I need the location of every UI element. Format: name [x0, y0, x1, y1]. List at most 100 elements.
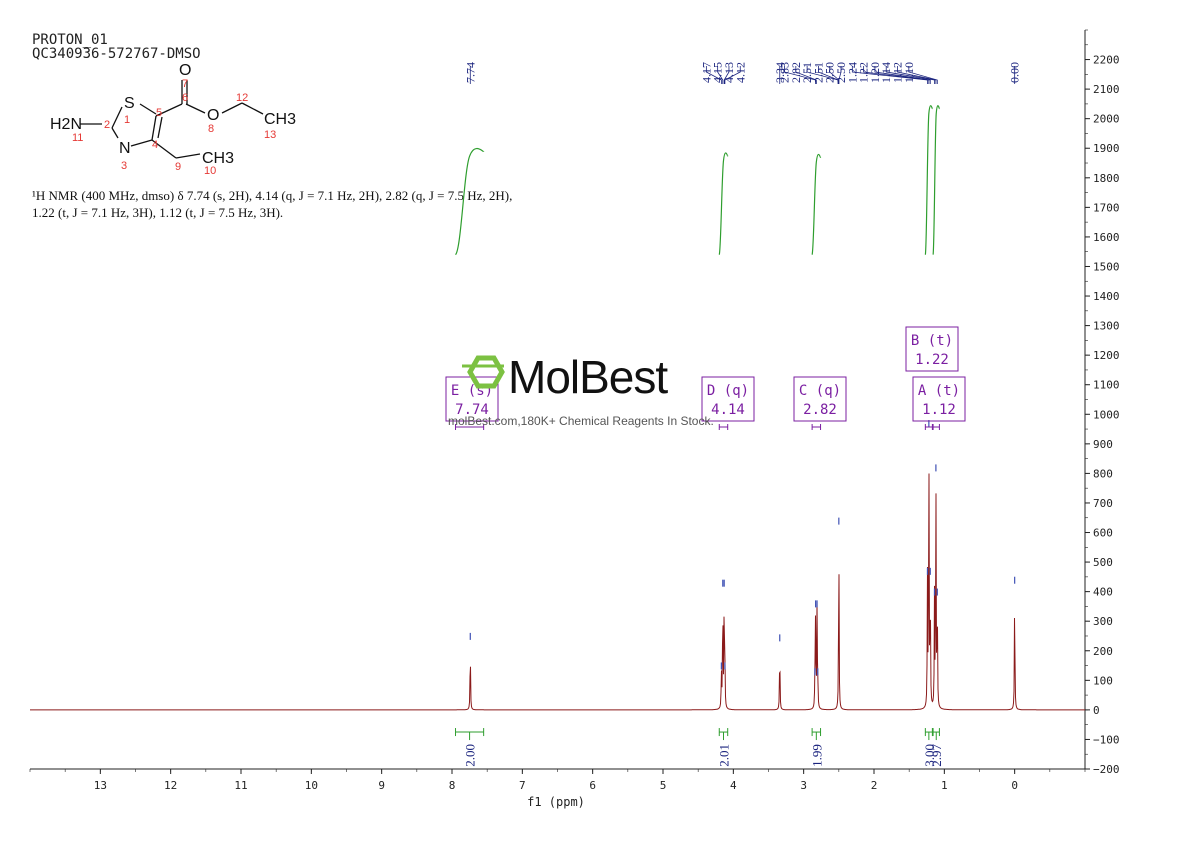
- sample-title: PROTON_01: [32, 32, 108, 48]
- atom-number: 11: [72, 132, 83, 144]
- spectrum-trace: [30, 420, 1085, 711]
- y-tick-label: 400: [1093, 586, 1113, 599]
- x-tick-label: 11: [234, 779, 247, 792]
- chemical-structure: S O O N H2N CH3 CH3 1 2 3 4 5 6 7 8 9 10…: [50, 62, 296, 177]
- atom-number: 2: [104, 119, 110, 131]
- y-tick-label: 200: [1093, 645, 1113, 658]
- y-tick-label: −200: [1093, 763, 1120, 776]
- integral-curve: [811, 153, 822, 255]
- multiplet-shift-label: 1.12: [922, 402, 956, 418]
- atom-methyl-ethyl: CH3: [202, 150, 234, 167]
- bond: [157, 116, 163, 139]
- peak-leader-line: [874, 66, 931, 84]
- bond: [111, 127, 119, 139]
- x-tick-label: 0: [1011, 779, 1018, 792]
- atom-number: 9: [175, 161, 181, 173]
- peak-leader-line: [705, 66, 722, 84]
- y-tick-label: 600: [1093, 527, 1113, 540]
- peak-leader-line: [818, 66, 839, 84]
- y-tick-label: 1700: [1093, 201, 1120, 214]
- peak-leader-line: [863, 66, 930, 84]
- x-axis-label: f1 (ppm): [527, 795, 585, 809]
- multiplet-type-label: B (t): [911, 333, 953, 349]
- bond: [151, 115, 157, 141]
- y-tick-label: 2100: [1093, 83, 1120, 96]
- y-tick-label: 2000: [1093, 113, 1120, 126]
- bond: [175, 153, 201, 159]
- x-tick-label: 6: [589, 779, 596, 792]
- atom-nitrogen: N: [119, 140, 131, 157]
- spectrum-line: [30, 473, 1085, 711]
- multiplet-box: [793, 376, 847, 422]
- y-tick-label: 1800: [1093, 172, 1120, 185]
- y-tick-label: 1200: [1093, 349, 1120, 362]
- x-tick-label: 8: [449, 779, 456, 792]
- bond: [111, 106, 123, 129]
- bond: [241, 102, 264, 115]
- x-tick-label: 1: [941, 779, 948, 792]
- y-tick-label: 300: [1093, 615, 1113, 628]
- atom-number: 3: [121, 160, 127, 172]
- y-tick-label: 1900: [1093, 142, 1120, 155]
- multiplet-box: [701, 376, 755, 422]
- bond: [185, 103, 206, 114]
- peak-leader-line: [838, 66, 842, 84]
- y-tick-label: −100: [1093, 733, 1120, 746]
- x-tick-label: 12: [164, 779, 177, 792]
- multiplet-shift-label: 1.22: [915, 352, 949, 368]
- integral-value-label: 2.97: [929, 744, 944, 767]
- sample-code: QC340936-572767-DMSO: [32, 46, 201, 62]
- multiplet-boxes: E (s)7.74D (q)4.14C (q)2.82B (t)1.22A (t…: [445, 326, 966, 430]
- multiplet-shift-label: 4.14: [711, 402, 745, 418]
- x-tick-label: 4: [730, 779, 737, 792]
- integral-value-label: 2.01: [716, 744, 731, 767]
- watermark: MolBest molBest.com,180K+ Chemical Reage…: [448, 351, 714, 428]
- y-tick-label: 1600: [1093, 231, 1120, 244]
- bond: [139, 103, 157, 115]
- atom-number: 10: [204, 165, 216, 177]
- integral-value-label: 3.00: [922, 744, 937, 767]
- x-tick-label: 13: [94, 779, 107, 792]
- integral-curves: 2.00 2.01 1.99 3.002.97: [454, 105, 944, 767]
- y-tick-label: 800: [1093, 467, 1113, 480]
- x-tick-label: 10: [305, 779, 318, 792]
- peak-leader-line: [897, 66, 937, 84]
- multiplet-type-label: D (q): [707, 383, 749, 399]
- atom-number: 5: [156, 107, 162, 119]
- integral-curve: [718, 152, 729, 255]
- peak-shift-label: 4.17: [699, 62, 713, 83]
- peak-shift-label: 2.51: [800, 62, 814, 83]
- peak-leader-line: [795, 66, 817, 84]
- y-tick-label: 1000: [1093, 408, 1120, 421]
- peak-label-group: 7.74 4.174.154.134.12 3.342.832.822.512.51…: [463, 62, 1022, 84]
- multiplet-type-label: A (t): [918, 383, 960, 399]
- multiplet-box: [905, 326, 959, 372]
- bond: [155, 103, 183, 117]
- y-tick-label: 1500: [1093, 260, 1120, 273]
- atom-number: 6: [182, 92, 188, 104]
- atom-number: 4: [152, 139, 158, 151]
- peak-shift-label: 4.12: [733, 62, 747, 83]
- x-tick-label: 5: [660, 779, 667, 792]
- atom-amino: H2N: [50, 116, 82, 133]
- y-tick-label: 2200: [1093, 54, 1120, 67]
- x-tick-label: 3: [800, 779, 807, 792]
- peak-shift-label: 2.83: [778, 62, 792, 83]
- atom-number: 7: [182, 78, 188, 90]
- x-tick-label: 2: [871, 779, 878, 792]
- atom-number: 1: [124, 114, 130, 126]
- peak-shift-label: 2.51: [811, 62, 825, 83]
- bond: [130, 139, 153, 147]
- peak-leader-line: [724, 66, 741, 84]
- atom-carbonyl-oxygen: O: [179, 62, 191, 79]
- multiplet-shift-label: 2.82: [803, 402, 837, 418]
- y-tick-label: 1400: [1093, 290, 1120, 303]
- bond: [221, 102, 243, 114]
- atom-methyl-ester: CH3: [264, 111, 296, 128]
- peak-shift-label: 1.12: [891, 62, 905, 83]
- peak-shift-label: 1.10: [902, 62, 916, 83]
- peak-shift-label: 2.82: [789, 62, 803, 83]
- integral-curve: [932, 105, 941, 255]
- integral-curve: [924, 105, 933, 255]
- peak-shift-label: 1.24: [845, 62, 859, 83]
